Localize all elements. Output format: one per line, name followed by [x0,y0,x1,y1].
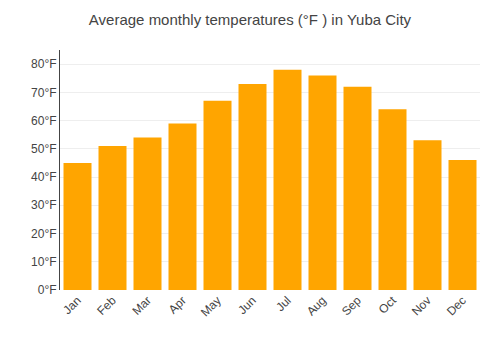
svg-text:0°F: 0°F [38,283,57,297]
svg-text:Jun: Jun [235,293,259,317]
svg-text:Nov: Nov [409,293,434,318]
svg-text:70°F: 70°F [31,86,56,100]
svg-text:Average monthly temperatures (: Average monthly temperatures (°F ) in Yu… [89,11,412,28]
svg-text:Jul: Jul [273,293,294,314]
svg-text:Mar: Mar [129,293,154,318]
svg-text:40°F: 40°F [31,170,56,184]
svg-text:Apr: Apr [166,293,189,316]
svg-text:May: May [198,293,224,319]
svg-text:20°F: 20°F [31,227,56,241]
svg-text:10°F: 10°F [31,255,56,269]
svg-text:50°F: 50°F [31,142,56,156]
svg-text:80°F: 80°F [31,57,56,71]
svg-text:Feb: Feb [94,293,119,318]
svg-text:Jan: Jan [60,293,84,317]
svg-text:30°F: 30°F [31,198,56,212]
svg-text:Sep: Sep [339,293,364,318]
svg-text:Dec: Dec [444,293,469,318]
svg-text:Aug: Aug [304,293,329,318]
svg-text:60°F: 60°F [31,114,56,128]
svg-text:Oct: Oct [376,293,400,317]
